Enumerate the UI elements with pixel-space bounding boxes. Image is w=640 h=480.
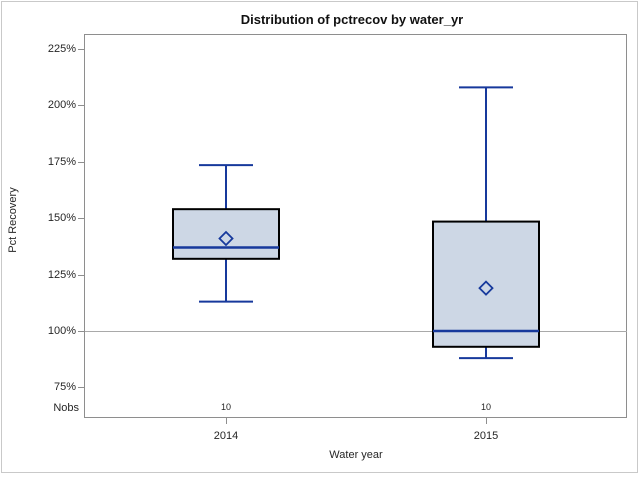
reference-line-100pct — [85, 331, 627, 332]
x-category-label: 2015 — [473, 430, 499, 442]
nobs-row-label: Nobs — [53, 402, 79, 414]
x-axis-title: Water year — [329, 449, 383, 461]
x-tick-mark — [486, 418, 487, 424]
plot-area-frame — [84, 34, 627, 418]
x-tick-mark — [226, 418, 227, 424]
y-tick-mark — [78, 387, 84, 389]
y-tick-label: 75% — [53, 381, 76, 394]
y-tick-mark — [78, 105, 84, 107]
y-tick-mark — [78, 274, 84, 276]
y-tick-mark — [78, 218, 84, 220]
nobs-value: 10 — [220, 402, 231, 412]
x-category-label: 2014 — [213, 430, 239, 442]
y-tick-label: 150% — [47, 212, 76, 225]
y-tick-label: 225% — [47, 43, 76, 55]
y-tick-label: 125% — [47, 268, 76, 281]
y-tick-label: 100% — [47, 325, 76, 337]
y-tick-mark — [78, 49, 84, 50]
y-tick-label: 175% — [47, 155, 76, 168]
y-tick-label: 200% — [47, 99, 76, 112]
chart-title: Distribution of pctrecov by water_yr — [240, 12, 464, 27]
nobs-value: 10 — [480, 402, 491, 412]
y-tick-mark — [78, 331, 84, 332]
y-tick-mark — [78, 161, 84, 163]
